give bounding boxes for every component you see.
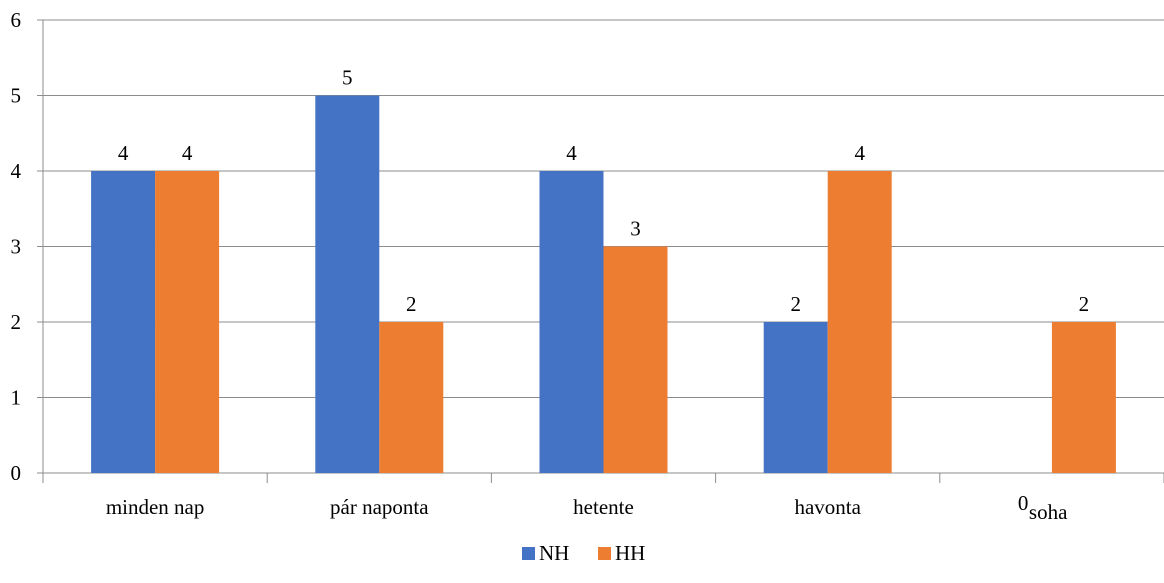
data-label-nh-1: 5 <box>342 66 353 90</box>
data-label-nh-0: 4 <box>118 141 129 165</box>
bar-hh-0 <box>155 171 220 473</box>
bar-nh-3 <box>763 322 828 473</box>
legend-label-nh: NH <box>539 541 569 565</box>
bar-nh-2 <box>539 171 604 473</box>
data-label-nh-2: 4 <box>566 141 577 165</box>
bar-nh-1 <box>315 95 380 473</box>
x-tick-label-4: soha <box>1029 500 1068 524</box>
bar-hh-2 <box>603 246 668 473</box>
bar-hh-3 <box>827 171 892 473</box>
y-tick-label-5: 5 <box>11 84 22 108</box>
y-tick-label-6: 6 <box>11 8 22 32</box>
y-tick-label-3: 3 <box>11 235 22 259</box>
data-label-hh-2: 3 <box>630 217 641 241</box>
data-label-hh-0: 4 <box>182 141 193 165</box>
data-label-hh-3: 4 <box>854 141 865 165</box>
y-tick-label-4: 4 <box>11 159 22 183</box>
x-tick-label-3: havonta <box>794 495 861 519</box>
data-label-hh-4: 2 <box>1079 292 1090 316</box>
bar-hh-1 <box>379 322 444 473</box>
x-tick-label-0: minden nap <box>106 495 205 519</box>
y-tick-label-1: 1 <box>11 386 22 410</box>
y-tick-label-2: 2 <box>11 310 22 334</box>
bar-nh-0 <box>91 171 156 473</box>
legend-label-hh: HH <box>615 541 645 565</box>
x-tick-label-2: hetente <box>573 495 634 519</box>
data-label-nh-3: 2 <box>790 292 801 316</box>
bar-hh-4 <box>1051 322 1116 473</box>
data-label-hh-1: 2 <box>406 292 417 316</box>
legend-swatch-hh <box>598 547 611 560</box>
data-label-nh-4: 0 <box>1018 491 1029 515</box>
x-tick-label-1: pár naponta <box>330 495 429 519</box>
y-tick-label-0: 0 <box>11 461 22 485</box>
legend-swatch-nh <box>522 547 535 560</box>
